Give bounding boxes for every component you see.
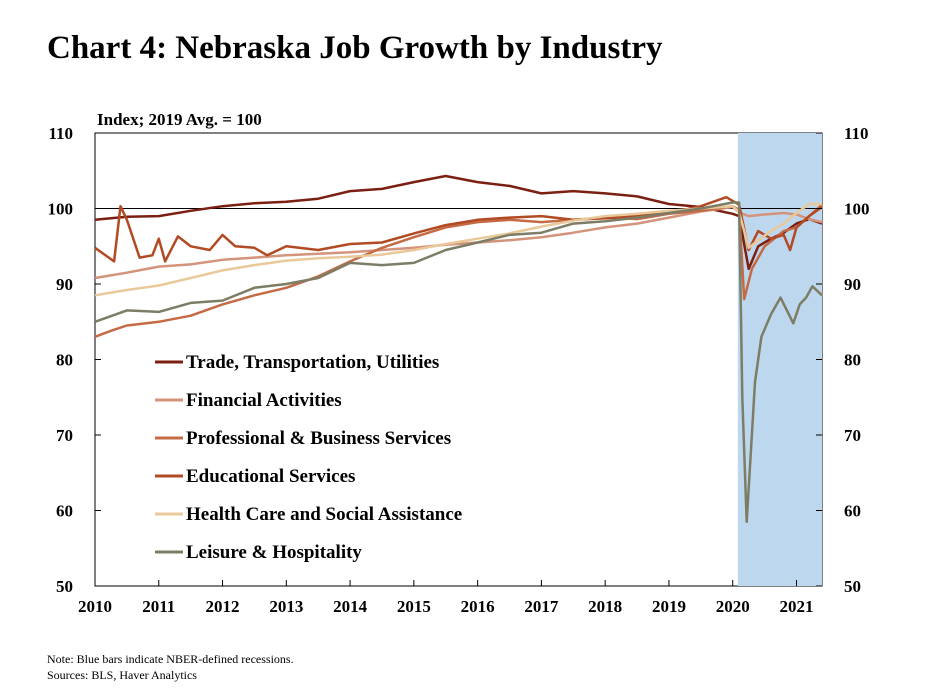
y-tick-label-left: 80: [56, 351, 73, 370]
y-tick-label-right: 80: [844, 351, 861, 370]
y-axis-label: Index; 2019 Avg. = 100: [97, 110, 262, 129]
x-tick-label: 2017: [524, 597, 559, 616]
x-tick-label: 2014: [333, 597, 368, 616]
series-line-health: [94, 202, 822, 297]
x-tick-label: 2012: [206, 597, 240, 616]
series-line-professional: [94, 203, 823, 338]
series-line-financial: [94, 205, 823, 280]
y-tick-label-right: 110: [844, 124, 869, 143]
x-tick-label: 2015: [397, 597, 431, 616]
y-tick-label-right: 50: [844, 577, 861, 596]
recession-bar: [737, 133, 822, 586]
y-tick-label-left: 50: [56, 577, 73, 596]
y-tick-label-left: 60: [56, 502, 73, 521]
y-tick-label-left: 90: [56, 275, 73, 294]
series-line-leisure: [94, 201, 823, 524]
y-tick-label-left: 110: [48, 124, 73, 143]
x-tick-label: 2019: [652, 597, 686, 616]
x-tick-label: 2021: [779, 597, 813, 616]
series-line-educational: [94, 195, 823, 263]
legend-label-trade: Trade, Transportation, Utilities: [186, 352, 439, 373]
y-tick-label-right: 70: [844, 426, 861, 445]
x-tick-label: 2011: [142, 597, 175, 616]
x-tick-label: 2020: [716, 597, 750, 616]
page-title: Chart 4: Nebraska Job Growth by Industry: [47, 30, 663, 66]
recession-note: Note: Blue bars indicate NBER-defined re…: [47, 652, 294, 666]
y-tick-label-right: 60: [844, 502, 861, 521]
x-tick-label: 2018: [588, 597, 622, 616]
y-tick-label-left: 100: [48, 200, 74, 219]
legend-label-professional: Professional & Business Services: [186, 428, 451, 449]
legend-label-educational: Educational Services: [186, 466, 355, 487]
y-tick-label-right: 100: [844, 200, 870, 219]
x-tick-label: 2016: [461, 597, 495, 616]
sources-note: Sources: BLS, Haver Analytics: [47, 668, 197, 682]
series-line-trade: [94, 174, 823, 271]
legend-label-financial: Financial Activities: [186, 390, 342, 411]
x-tick-label: 2013: [269, 597, 303, 616]
y-tick-label-right: 90: [844, 275, 861, 294]
y-tick-label-left: 70: [56, 426, 73, 445]
x-tick-label: 2010: [78, 597, 112, 616]
legend-label-leisure: Leisure & Hospitality: [186, 542, 362, 563]
legend-label-health: Health Care and Social Assistance: [186, 504, 462, 525]
